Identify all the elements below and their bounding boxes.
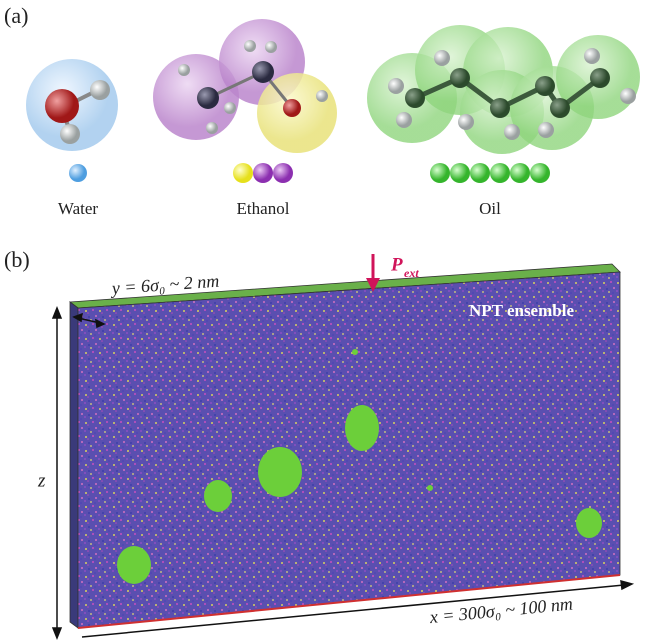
panel-label: (b) [4, 247, 30, 272]
z-axis-label: z [37, 470, 46, 491]
simulation-box: NPT ensemble [70, 264, 620, 628]
pressure-label: P [390, 254, 403, 275]
ethanol-molecule [153, 19, 337, 153]
oil-molecule [367, 25, 640, 154]
coarse-grained-legend [69, 163, 550, 183]
pressure-subscript: ext [404, 266, 419, 280]
molecule-label: Ethanol [237, 199, 290, 218]
molecule-label: Oil [479, 199, 501, 218]
ensemble-label: NPT ensemble [469, 301, 574, 320]
molecule-label: Water [58, 199, 98, 218]
figure: (a) [0, 0, 648, 644]
z-axis-arrow [53, 308, 61, 638]
panel-label: (a) [4, 3, 28, 28]
water-molecule [26, 59, 118, 151]
x-dimension-label: x = 300σ₀ ~ 100 nm [428, 593, 574, 627]
